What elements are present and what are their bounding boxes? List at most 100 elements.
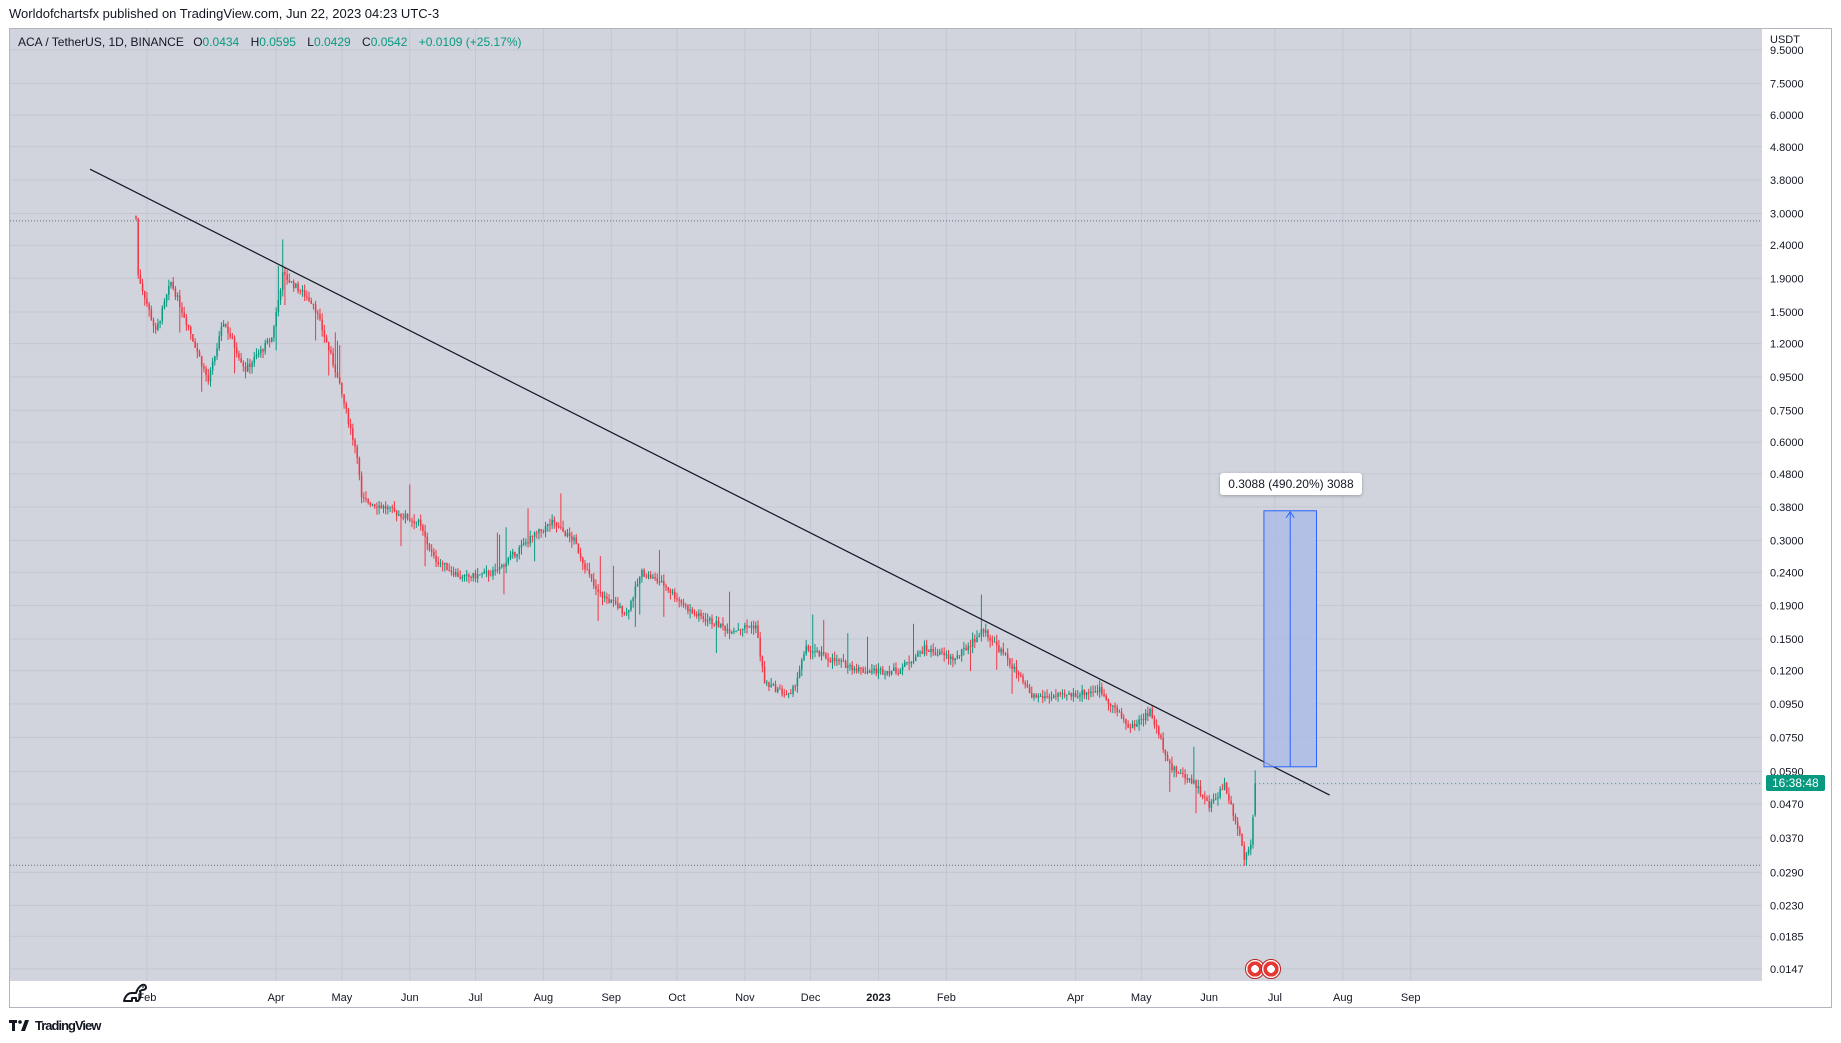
candle-body (741, 628, 744, 630)
price-tick-label: 3.0000 (1770, 209, 1804, 221)
candle-body (943, 652, 945, 656)
candle-body (603, 596, 606, 598)
candle-body (1254, 783, 1256, 816)
candle-body (238, 353, 240, 359)
change-value: +0.0109 (+25.17%) (418, 35, 522, 49)
candle-body (1004, 653, 1007, 655)
candle-body (634, 586, 637, 598)
candle-body (527, 542, 529, 544)
candle-body (1074, 693, 1077, 698)
candle-body (435, 555, 437, 562)
footer-brand[interactable]: TradingView (35, 1018, 101, 1033)
candle-body (857, 667, 860, 672)
candle-body (993, 641, 996, 643)
candle-body (546, 524, 549, 527)
candle-body (958, 655, 961, 657)
publisher-header: Worldofchartsfx published on TradingView… (0, 0, 1841, 28)
candle-body (765, 682, 768, 684)
candle-body (949, 656, 952, 659)
us-flag-event-icon[interactable] (1261, 959, 1282, 979)
candle-body (341, 383, 343, 395)
candle-body (1142, 718, 1145, 721)
candle-body (303, 290, 306, 297)
candle-body (901, 666, 904, 671)
time-scale[interactable]: Feb Apr May Jun Jul Aug Sep Oct Nov Dec 2023 Feb Apr… (10, 981, 1832, 1008)
candle-body (426, 536, 429, 545)
candle-body (1188, 778, 1191, 780)
tradingview-logo-icon[interactable] (9, 1019, 29, 1032)
candle-body (1098, 687, 1101, 693)
chart-pane[interactable]: USDT 9.5000 7.5000 6.0000 4.8000 3.8000 3.0000… (9, 28, 1832, 1008)
candle-body (980, 629, 983, 636)
candle-body (748, 626, 751, 628)
candle-body (1217, 797, 1219, 799)
candle-body (376, 506, 378, 508)
measure-label[interactable]: 0.3088 (490.20%) 3088 (1220, 472, 1362, 495)
candle-body (1184, 774, 1186, 779)
candle-body (400, 514, 402, 518)
candle-body (161, 307, 164, 321)
candle-body (630, 600, 632, 611)
candle-body (592, 579, 595, 586)
candle-body (925, 645, 928, 651)
candle-body (321, 319, 323, 331)
candle-body (227, 326, 229, 334)
candle-body (170, 281, 172, 287)
candle-body (301, 290, 304, 292)
candle-body (1039, 695, 1042, 697)
measure-layer[interactable] (1263, 510, 1317, 768)
candle-body (1105, 696, 1108, 700)
candle-body (310, 300, 312, 304)
descending-trendline (89, 168, 1330, 796)
publisher-text: Worldofchartsfx published on TradingView… (9, 6, 440, 21)
candle-body (934, 652, 937, 656)
time-scale-background (10, 981, 1831, 1007)
candle-body (960, 649, 963, 656)
candle-body (864, 672, 867, 674)
candle-body (1166, 755, 1169, 761)
candle-body (367, 499, 369, 503)
candle-body (906, 662, 908, 664)
candle-body (998, 645, 1000, 653)
candle-body (829, 660, 832, 663)
candle-body (794, 686, 797, 688)
price-tick-label: 0.0950 (1770, 699, 1804, 711)
candle-body (816, 650, 818, 652)
candle-body (251, 362, 253, 367)
price-scale-currency: USDT (1770, 34, 1800, 46)
candle-body (1116, 707, 1118, 712)
candle-body (1070, 693, 1072, 697)
candle-body (1138, 719, 1140, 725)
candle-body (257, 353, 260, 355)
candle-body (141, 283, 144, 291)
candle-body (150, 309, 153, 320)
candle-body (667, 587, 669, 591)
candle-body (452, 572, 455, 576)
candle-body (1013, 666, 1016, 669)
candle-body (584, 563, 586, 570)
candle-body (1077, 696, 1079, 698)
candle-body (711, 618, 713, 625)
candle-body (408, 519, 411, 521)
candle-body (737, 629, 740, 631)
time-tick-label: Jun (401, 992, 419, 1004)
candle-body (553, 519, 556, 523)
candle-body (1155, 724, 1158, 727)
candle-body (647, 574, 650, 578)
candle-body (717, 620, 720, 628)
candle-body (253, 356, 256, 363)
candle-body (599, 591, 602, 593)
candle-body (231, 336, 234, 339)
candle-body (1225, 782, 1228, 794)
candle-body (551, 519, 553, 526)
time-tick-label: Aug (1333, 992, 1353, 1004)
trendline-layer[interactable] (89, 168, 1330, 796)
candle-body (1048, 696, 1051, 699)
candle-body (266, 340, 269, 343)
candle-body (235, 347, 238, 354)
candle-body (886, 671, 888, 674)
candle-body (807, 645, 810, 651)
candle-body (380, 505, 383, 509)
